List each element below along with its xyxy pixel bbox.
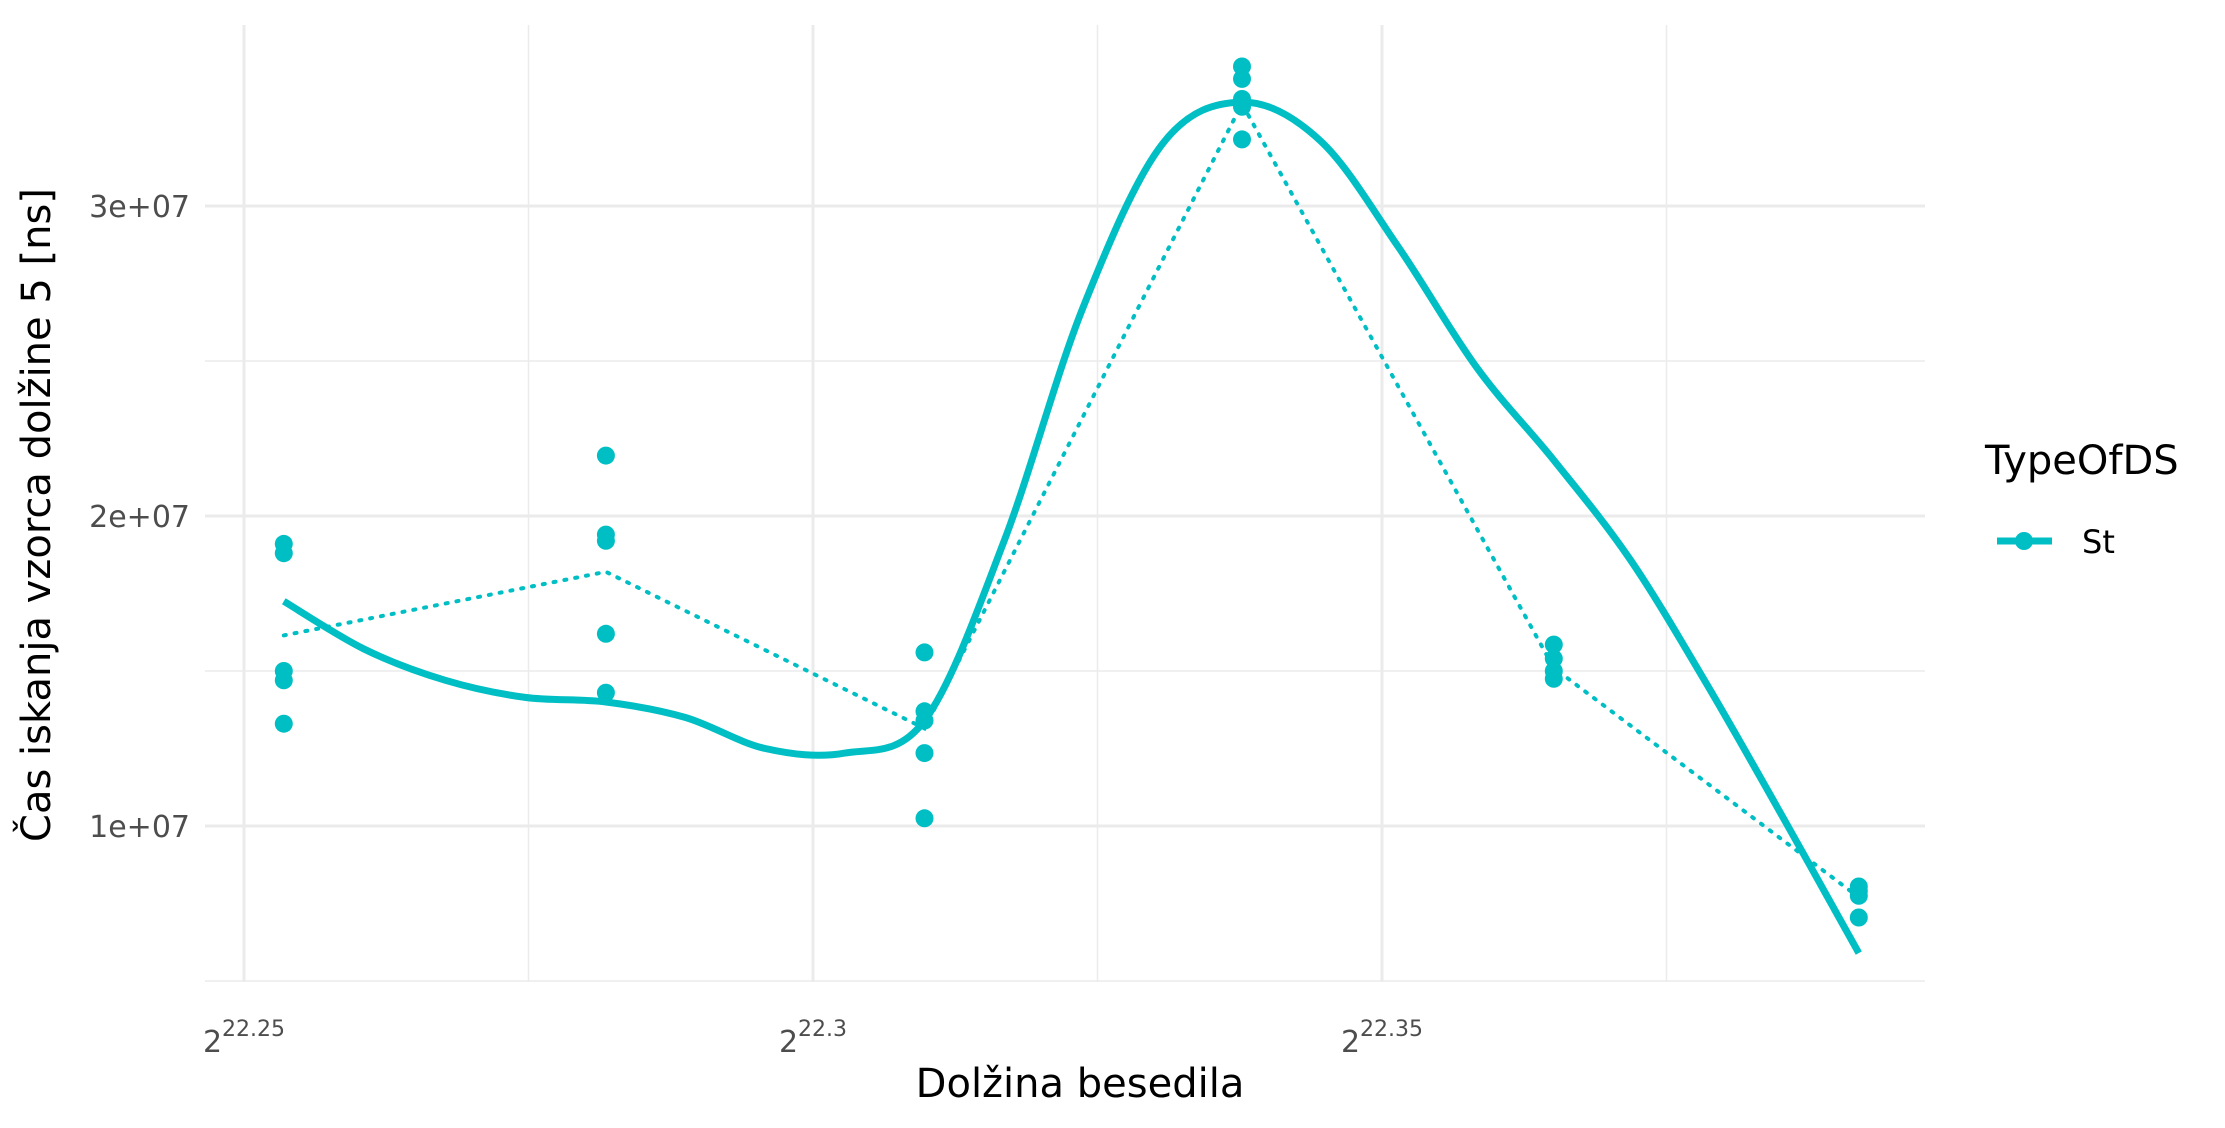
data-point xyxy=(1233,130,1251,149)
data-point xyxy=(915,809,934,828)
y-tick-label: 2e+07 xyxy=(89,500,190,535)
data-point xyxy=(596,683,615,702)
x-axis-ticks: 222.25 222.3 222.35 xyxy=(203,1017,1423,1060)
data-point xyxy=(1544,635,1563,654)
y-axis-ticks: 1e+07 2e+07 3e+07 xyxy=(89,190,190,845)
grid xyxy=(205,25,1925,982)
x-tick-label: 222.35 xyxy=(1341,1017,1423,1060)
data-point xyxy=(596,446,615,465)
legend: TypeOfDS St xyxy=(1984,438,2179,561)
legend-title: TypeOfDS xyxy=(1984,438,2179,484)
data-point xyxy=(1233,57,1251,76)
data-point xyxy=(1544,669,1563,688)
mean-line xyxy=(281,99,1861,900)
data-point xyxy=(274,671,293,690)
x-axis-title: Dolžina besedila xyxy=(916,1061,1245,1107)
y-tick-label: 1e+07 xyxy=(89,810,190,845)
legend-label-st: St xyxy=(2082,523,2115,561)
lines xyxy=(281,98,1862,955)
legend-key-point xyxy=(2015,532,2033,550)
data-point xyxy=(915,643,934,662)
x-tick-label: 222.25 xyxy=(203,1017,285,1060)
y-axis-title: Čas iskanja vzorca dolžine 5 [ns] xyxy=(12,188,60,842)
data-point xyxy=(1849,908,1868,927)
points xyxy=(274,57,1868,927)
data-point xyxy=(1544,649,1563,668)
data-point xyxy=(274,544,293,563)
data-point xyxy=(1233,97,1251,116)
data-point xyxy=(596,531,615,550)
data-point xyxy=(915,711,934,730)
data-point xyxy=(1233,69,1251,88)
data-point xyxy=(1849,886,1868,905)
data-point xyxy=(274,714,293,733)
smooth-line xyxy=(282,98,1862,955)
x-tick-label: 222.3 xyxy=(779,1017,847,1060)
data-point xyxy=(596,624,615,643)
data-point xyxy=(915,744,934,763)
y-tick-label: 3e+07 xyxy=(89,190,190,225)
